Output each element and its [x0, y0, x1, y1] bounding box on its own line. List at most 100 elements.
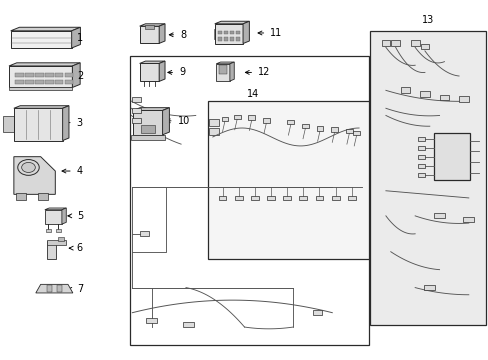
Text: 9: 9 — [179, 67, 185, 77]
Polygon shape — [45, 208, 66, 210]
Polygon shape — [214, 21, 249, 24]
Text: 4: 4 — [77, 166, 83, 176]
Polygon shape — [11, 27, 80, 31]
Bar — [3, 116, 14, 132]
Circle shape — [21, 162, 35, 172]
Polygon shape — [72, 27, 80, 48]
Bar — [221, 117, 228, 121]
Bar — [400, 87, 409, 93]
Text: 7: 7 — [77, 284, 83, 294]
Text: 10: 10 — [177, 116, 189, 126]
Bar — [46, 240, 66, 245]
Polygon shape — [62, 106, 69, 140]
Bar — [57, 285, 61, 292]
Bar — [229, 37, 233, 41]
Bar — [410, 40, 419, 46]
Text: 6: 6 — [77, 243, 83, 253]
Text: 13: 13 — [421, 15, 433, 26]
Polygon shape — [243, 21, 249, 44]
Bar — [424, 285, 434, 290]
Bar — [46, 241, 56, 259]
Bar — [144, 26, 154, 29]
Bar — [347, 195, 355, 200]
Bar — [417, 164, 424, 168]
Bar — [417, 137, 424, 141]
Bar — [417, 155, 424, 159]
Bar — [209, 129, 219, 135]
Bar — [38, 193, 48, 200]
Bar — [266, 195, 274, 200]
Text: 14: 14 — [247, 89, 259, 99]
Text: 11: 11 — [270, 28, 282, 38]
Bar — [45, 80, 53, 84]
Bar — [458, 96, 468, 102]
Bar — [45, 73, 53, 77]
Bar — [417, 146, 424, 150]
Bar — [15, 80, 24, 84]
Bar — [316, 126, 323, 131]
Bar — [330, 127, 337, 132]
Polygon shape — [214, 24, 243, 44]
Polygon shape — [14, 157, 55, 194]
Bar — [243, 29, 247, 39]
Bar — [433, 134, 469, 180]
Bar — [248, 116, 255, 120]
Bar — [35, 80, 43, 84]
Bar — [183, 322, 193, 327]
Polygon shape — [229, 62, 234, 81]
Polygon shape — [45, 210, 62, 224]
Polygon shape — [140, 26, 159, 43]
Bar — [46, 229, 51, 232]
Bar — [433, 213, 444, 219]
Bar — [218, 195, 226, 200]
Polygon shape — [9, 66, 72, 87]
Polygon shape — [162, 108, 169, 135]
Polygon shape — [14, 106, 69, 108]
Polygon shape — [9, 63, 80, 66]
Bar — [47, 285, 52, 292]
Bar — [9, 87, 72, 90]
Bar — [65, 80, 73, 84]
Polygon shape — [159, 24, 164, 43]
Bar — [58, 237, 63, 241]
Bar — [132, 118, 141, 123]
Bar — [313, 310, 322, 315]
Bar — [287, 120, 294, 125]
Polygon shape — [140, 61, 164, 63]
Bar — [218, 37, 222, 41]
Bar — [439, 95, 448, 100]
Bar — [352, 131, 359, 135]
Polygon shape — [216, 64, 229, 81]
Bar — [25, 73, 34, 77]
Bar — [146, 318, 157, 323]
Bar — [16, 193, 26, 200]
Polygon shape — [14, 108, 62, 140]
Bar — [15, 73, 24, 77]
Polygon shape — [72, 63, 80, 87]
Bar — [55, 73, 63, 77]
Bar — [224, 31, 227, 34]
Polygon shape — [62, 208, 66, 224]
Bar — [419, 91, 429, 97]
Bar — [224, 37, 227, 41]
Bar — [140, 231, 149, 236]
Bar — [35, 73, 43, 77]
Bar — [65, 73, 73, 77]
Bar — [345, 129, 352, 134]
Bar — [331, 195, 339, 200]
Bar — [235, 31, 239, 34]
Bar — [218, 31, 222, 34]
Bar — [234, 195, 242, 200]
Bar — [420, 44, 428, 49]
Bar — [381, 40, 389, 46]
Bar — [131, 135, 164, 140]
Bar — [132, 97, 141, 102]
Bar — [229, 31, 233, 34]
Bar — [141, 125, 155, 133]
Bar — [207, 101, 368, 259]
Bar — [130, 56, 368, 345]
Text: 1: 1 — [77, 33, 83, 43]
Polygon shape — [140, 24, 164, 26]
Bar — [369, 31, 485, 325]
Bar — [463, 217, 473, 222]
